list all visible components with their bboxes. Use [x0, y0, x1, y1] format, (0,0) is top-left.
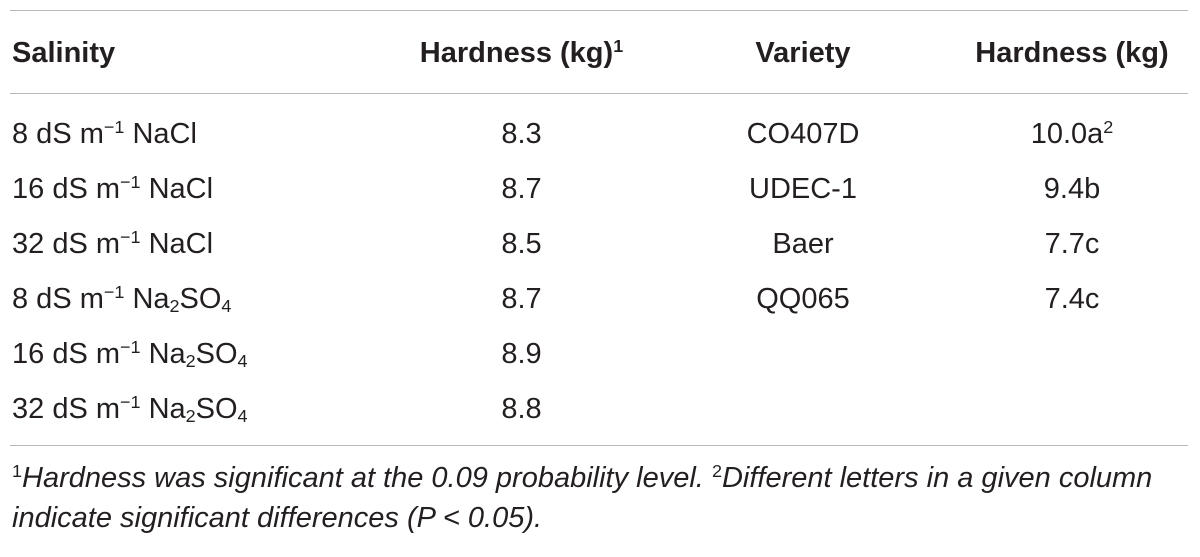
salt-name: NaCl: [132, 118, 197, 150]
salt-subscript: 2: [169, 296, 180, 317]
salinity-value: 32 dS m: [12, 228, 120, 260]
salt-name: NaCl: [148, 173, 214, 205]
header-rule: [10, 93, 1188, 94]
salt-name-tail: SO: [195, 393, 238, 425]
salt-subscript-2: 4: [237, 351, 248, 372]
cell-hardness: 8.7: [501, 283, 542, 315]
salt-subscript-2: 4: [221, 296, 232, 317]
cell-hardness: 8.5: [501, 228, 542, 260]
cell-variety: QQ065: [756, 283, 850, 315]
salinity-exponent: −1: [103, 282, 125, 303]
cell-variety: UDEC-1: [749, 173, 857, 205]
salinity-exponent: −1: [120, 392, 141, 413]
variety-hardness-footnote-marker: 2: [1103, 117, 1114, 138]
cell-salinity: 16 dS m−1 NaCl: [12, 172, 392, 206]
salinity-value: 8 dS m: [12, 118, 104, 150]
cell-salinity: 8 dS m−1 NaCl: [12, 117, 392, 151]
salt-subscript: 2: [185, 351, 196, 372]
salt-name: Na: [132, 283, 170, 315]
table-footnote: 1Hardness was significant at the 0.09 pr…: [12, 458, 1188, 538]
header-hardness-label: Hardness (kg): [419, 37, 614, 69]
footnote-marker-1: 1: [12, 461, 22, 482]
bottom-rule: [10, 445, 1188, 446]
cell-variety-hardness: 7.4c: [958, 282, 1186, 316]
salinity-value: 16 dS m: [12, 173, 120, 205]
variety-hardness-value: 10.0a: [1030, 118, 1104, 150]
cell-variety-hardness: 7.7c: [958, 227, 1186, 261]
footnote-marker-2: 2: [711, 461, 722, 482]
cell-salinity: 32 dS m−1 Na2SO4: [12, 392, 392, 426]
salt-subscript-2: 4: [237, 406, 248, 427]
footnote-text-1: Hardness was significant at the 0.09 pro…: [22, 462, 712, 494]
cell-hardness: 8.7: [501, 173, 542, 205]
variety-hardness-value: 7.4c: [1044, 283, 1100, 315]
salt-name-tail: SO: [179, 283, 222, 315]
top-rule: [10, 10, 1188, 11]
cell-variety-hardness: 10.0a2: [958, 117, 1186, 151]
header-salinity: Salinity: [12, 37, 116, 69]
header-variety: Variety: [755, 37, 851, 69]
salt-subscript: 2: [185, 406, 196, 427]
header-variety-hardness: Hardness (kg): [975, 37, 1169, 69]
salinity-exponent: −1: [120, 337, 141, 358]
salinity-exponent: −1: [103, 117, 125, 138]
footnote-text-2: Different letters in a given column indi…: [12, 462, 1153, 534]
salt-name-tail: SO: [195, 338, 238, 370]
header-hardness: Hardness (kg)1: [400, 36, 643, 70]
salinity-exponent: −1: [120, 227, 141, 248]
salt-name: NaCl: [148, 228, 214, 260]
salinity-value: 16 dS m: [12, 338, 120, 370]
salt-name: Na: [148, 393, 186, 425]
cell-variety-hardness: 9.4b: [958, 172, 1186, 206]
cell-variety: Baer: [772, 228, 834, 260]
variety-hardness-value: 9.4b: [1043, 173, 1101, 205]
salinity-value: 32 dS m: [12, 393, 120, 425]
variety-hardness-value: 7.7c: [1044, 228, 1100, 260]
cell-variety: CO407D: [746, 118, 860, 150]
cell-hardness: 8.8: [501, 393, 542, 425]
salt-name: Na: [148, 338, 186, 370]
cell-hardness: 8.3: [501, 118, 542, 150]
cell-hardness: 8.9: [501, 338, 542, 370]
cell-salinity: 8 dS m−1 Na2SO4: [12, 282, 392, 316]
cell-salinity: 32 dS m−1 NaCl: [12, 227, 392, 261]
salinity-value: 8 dS m: [12, 283, 104, 315]
cell-salinity: 16 dS m−1 Na2SO4: [12, 337, 392, 371]
header-hardness-footnote-marker: 1: [613, 36, 624, 57]
salinity-exponent: −1: [120, 172, 141, 193]
